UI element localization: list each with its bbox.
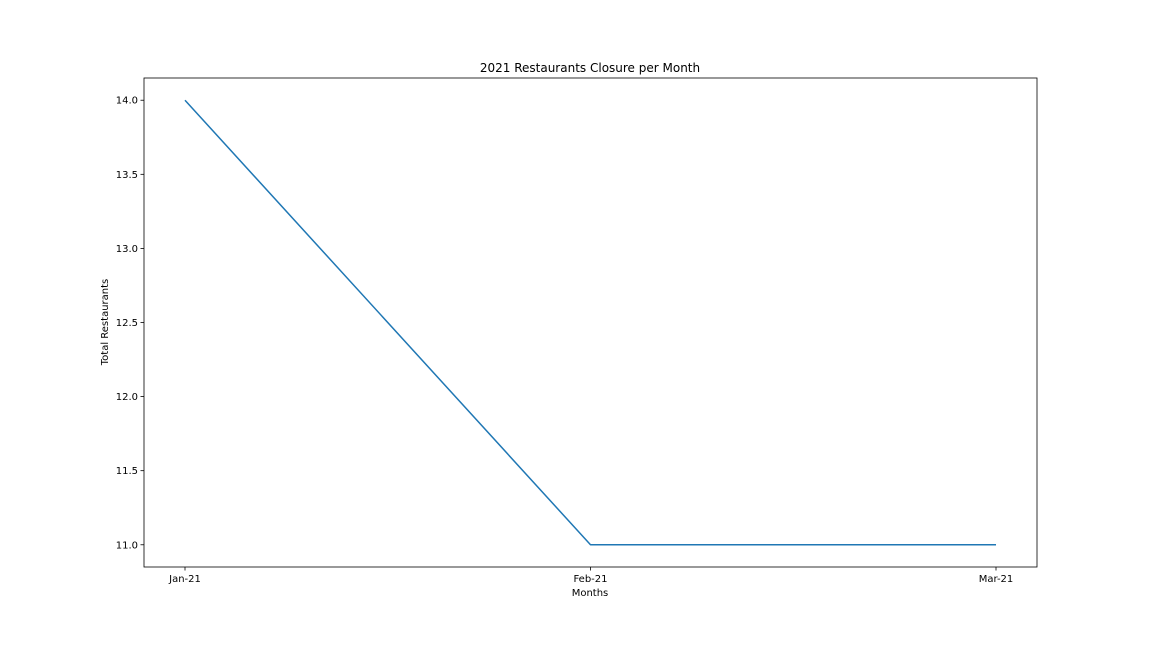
y-tick-label: 13.5 xyxy=(116,170,138,181)
y-tick-label: 13.0 xyxy=(116,244,138,255)
series-group xyxy=(184,99,997,546)
series-line xyxy=(184,99,996,546)
chart-title: 2021 Restaurants Closure per Month xyxy=(480,61,700,75)
x-axis: Jan-21 Feb-21 Mar-21 xyxy=(168,567,1013,585)
x-tick-label: Jan-21 xyxy=(168,574,201,585)
y-tick-label: 11.5 xyxy=(116,466,138,477)
y-tick-label: 11.0 xyxy=(116,540,138,551)
x-axis-label: Months xyxy=(572,588,609,599)
y-axis: 11.0 11.5 12.0 12.5 13.0 13.5 14.0 xyxy=(116,96,144,551)
y-tick-label: 12.5 xyxy=(116,318,138,329)
x-tick-label: Feb-21 xyxy=(573,574,607,585)
y-axis-label: Total Restaurants xyxy=(100,279,111,367)
plot-frame xyxy=(143,77,1038,568)
y-tick-label: 14.0 xyxy=(116,96,138,107)
x-tick-label: Mar-21 xyxy=(979,574,1014,585)
y-tick-label: 12.0 xyxy=(116,392,138,403)
